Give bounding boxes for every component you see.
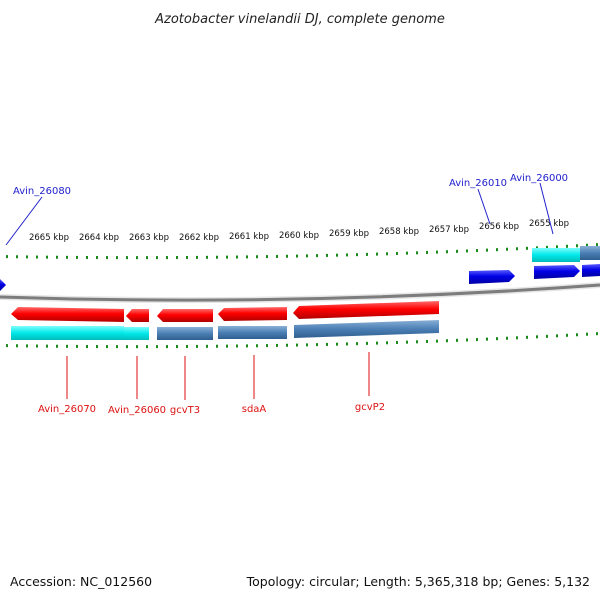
tick-label: 2661 kbp [229, 232, 269, 242]
gene-label-avin-26060[interactable]: Avin_26060 [108, 405, 166, 416]
lower-tick-row [6, 332, 598, 349]
genome-backbone-core [0, 283, 600, 302]
gene-bar-gcvt3[interactable] [157, 327, 213, 340]
reverse-strand-track [11, 301, 439, 340]
gene-bar-gcvp2[interactable] [294, 320, 439, 338]
tick-label: 2657 kbp [429, 225, 469, 235]
tick-label: 2655 kbp [529, 219, 569, 229]
tick-label: 2665 kbp [29, 233, 69, 243]
forward-gene-labels: Avin_26080 Avin_26010 Avin_26000 [5, 173, 568, 246]
gene-bar-sdaa[interactable] [218, 326, 287, 339]
tick-label: 2660 kbp [279, 231, 319, 241]
tick-label: 2664 kbp [79, 233, 119, 243]
gene-feature-avin-26000-next[interactable] [582, 264, 600, 277]
gene-feature-gcvt3[interactable] [157, 309, 213, 322]
gene-feature-gcvp2[interactable] [293, 301, 439, 319]
gene-bar-avin-26060[interactable] [124, 327, 149, 340]
leader-avin-26080 [5, 196, 43, 246]
gene-label-gcvt3[interactable]: gcvT3 [170, 405, 200, 416]
gene-bar-avin-26070[interactable] [11, 326, 124, 340]
gene-label-avin-26010[interactable]: Avin_26010 [449, 178, 507, 189]
gene-feature-avin-26080[interactable] [0, 279, 6, 291]
scale-labels: 2665 kbp 2664 kbp 2663 kbp 2662 kbp 2661… [29, 219, 569, 243]
gene-feature-avin-26070[interactable] [11, 307, 124, 322]
genome-summary-text: Topology: circular; Length: 5,365,318 bp… [246, 574, 590, 589]
reverse-gene-labels: Avin_26070 Avin_26060 gcvT3 sdaA gcvP2 [38, 352, 385, 416]
gene-bar-avin-26000-dark[interactable] [580, 246, 600, 260]
upper-tick-row [6, 243, 598, 260]
tick-label: 2663 kbp [129, 233, 169, 243]
tick-label: 2658 kbp [379, 227, 419, 237]
gene-label-avin-26070[interactable]: Avin_26070 [38, 404, 96, 415]
gene-label-avin-26000[interactable]: Avin_26000 [510, 173, 568, 184]
gene-label-gcvp2[interactable]: gcvP2 [355, 402, 385, 413]
tick-label: 2662 kbp [179, 233, 219, 243]
gene-feature-sdaa[interactable] [218, 307, 287, 321]
tick-label: 2659 kbp [329, 229, 369, 239]
gene-label-sdaa[interactable]: sdaA [242, 404, 267, 415]
gene-feature-avin-26010[interactable] [469, 270, 515, 284]
gene-feature-avin-26060[interactable] [126, 309, 149, 322]
forward-strand-track [0, 246, 600, 291]
gene-label-avin-26080[interactable]: Avin_26080 [13, 186, 71, 197]
leader-avin-26000 [539, 182, 554, 235]
tick-label: 2656 kbp [479, 222, 519, 232]
gene-feature-avin-26000[interactable] [534, 265, 580, 279]
leader-avin-26010 [477, 188, 491, 225]
gene-bar-avin-26000-light[interactable] [532, 248, 580, 262]
map-title: Azotobacter vinelandii DJ, complete geno… [154, 12, 445, 27]
accession-text: Accession: NC_012560 [10, 574, 152, 589]
